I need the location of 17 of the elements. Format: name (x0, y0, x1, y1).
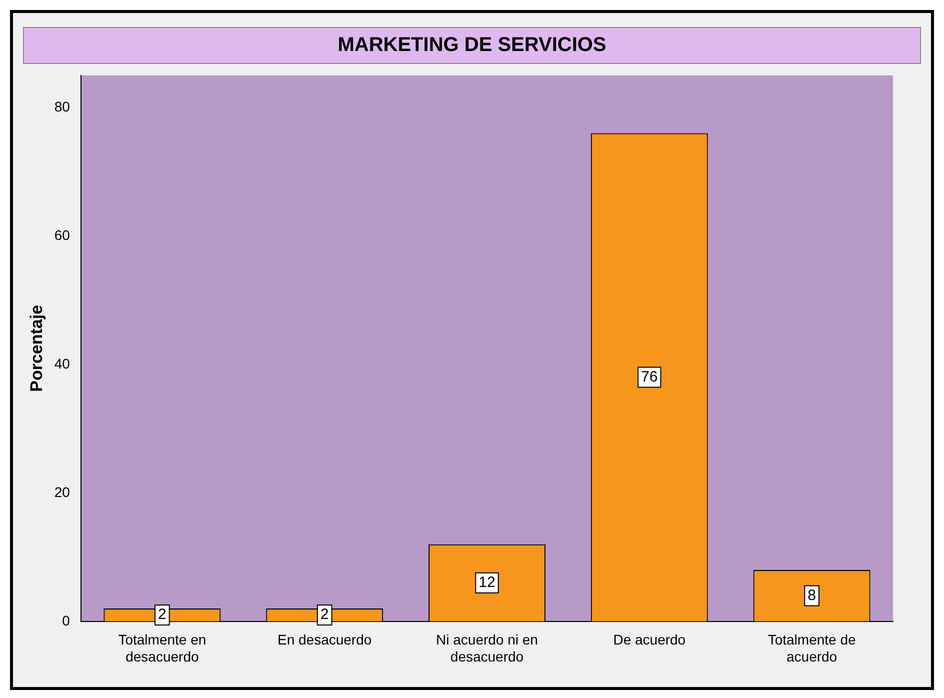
y-tick-label: 0 (62, 612, 70, 628)
x-tick-label: En desacuerdo (277, 632, 372, 648)
x-tick-label: Totalmente de acuerdo (768, 632, 856, 664)
y-tick-label: 20 (54, 484, 70, 500)
x-tick-label: Totalmente en desacuerdo (118, 632, 206, 664)
data-label: 2 (158, 606, 166, 624)
x-tick-label: Ni acuerdo ni en desacuerdo (436, 632, 538, 664)
data-label: 2 (320, 606, 329, 624)
chart-title: MARKETING DE SERVICIOS (23, 27, 921, 64)
y-tick-label: 60 (54, 226, 70, 243)
data-label: 8 (808, 586, 816, 604)
y-tick-label: 40 (54, 355, 70, 372)
data-label: 12 (478, 574, 496, 591)
y-axis-title: Porcentaje (26, 304, 46, 392)
x-tick-label: De acuerdo (613, 632, 686, 648)
data-label: 76 (641, 368, 658, 386)
y-tick-label: 80 (54, 98, 70, 114)
